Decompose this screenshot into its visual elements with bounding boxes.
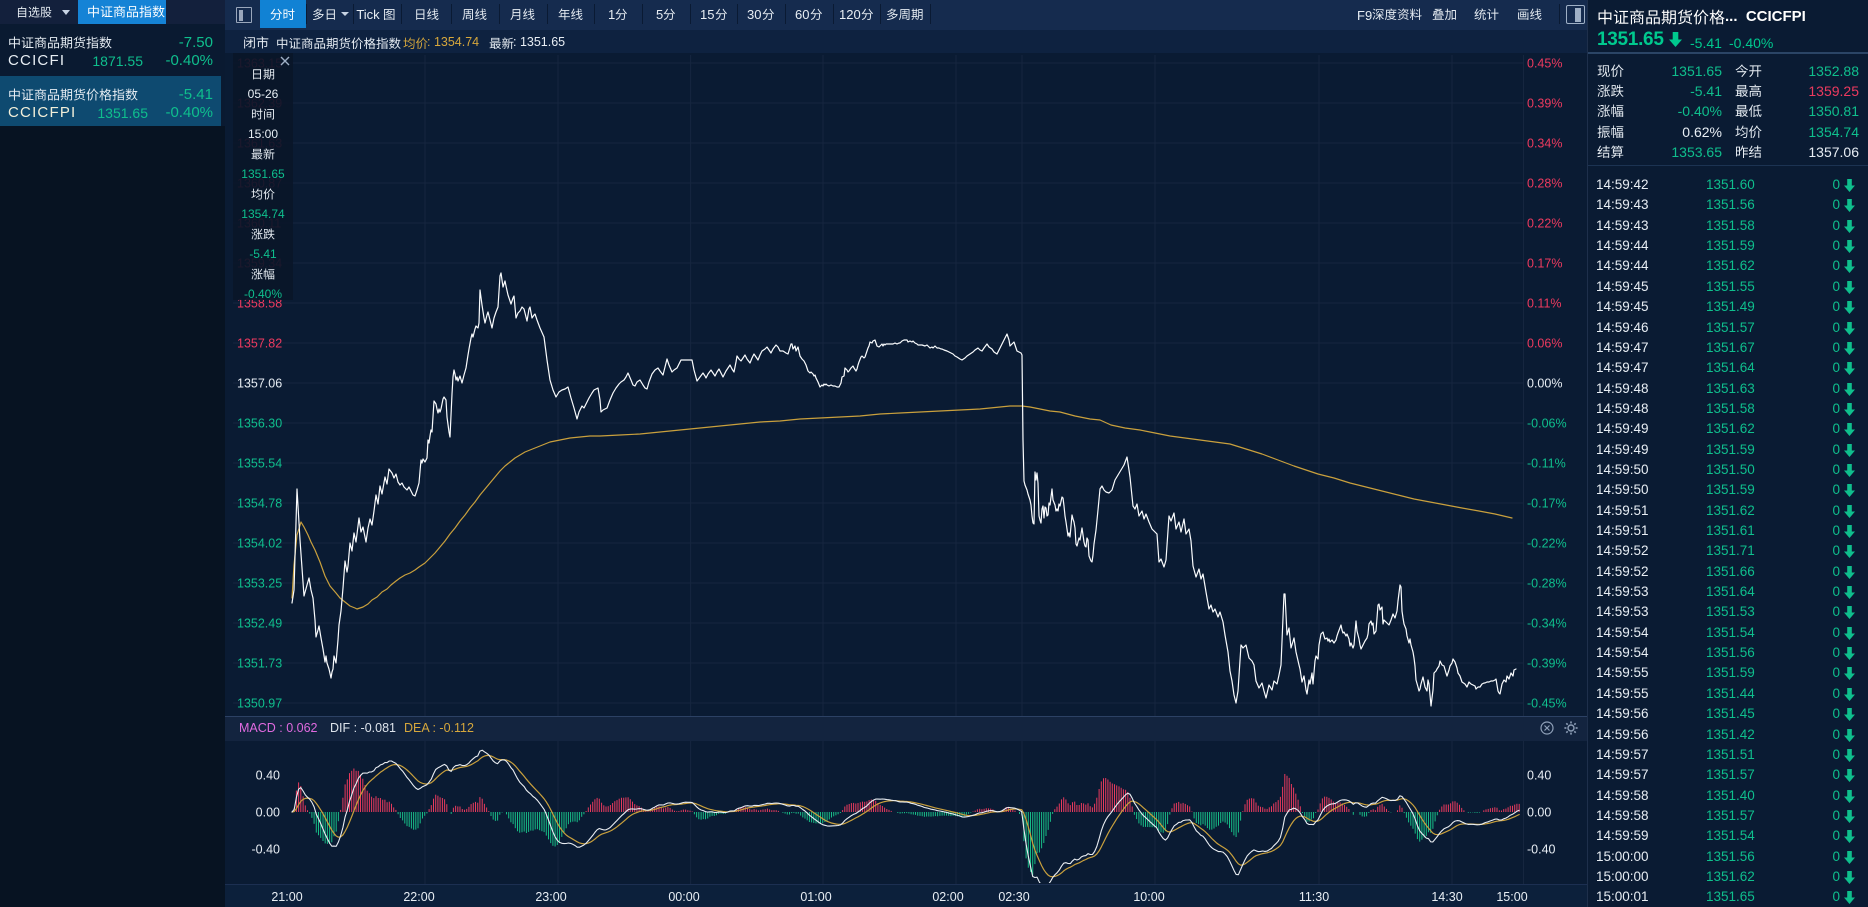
svg-text:-0.06%: -0.06% <box>1527 417 1567 431</box>
svg-text:1351.73: 1351.73 <box>237 657 282 671</box>
svg-text:00:00: 00:00 <box>668 890 699 904</box>
svg-text:-0.34%: -0.34% <box>1527 617 1567 631</box>
svg-text:22:00: 22:00 <box>403 890 434 904</box>
svg-text:-0.28%: -0.28% <box>1527 577 1567 591</box>
svg-text:0.28%: 0.28% <box>1527 177 1562 191</box>
svg-text:1357.06: 1357.06 <box>237 377 282 391</box>
svg-text:1357.82: 1357.82 <box>237 337 282 351</box>
svg-text:0.40: 0.40 <box>256 769 280 783</box>
svg-text:23:00: 23:00 <box>535 890 566 904</box>
svg-text:11:30: 11:30 <box>1299 890 1329 904</box>
svg-text:1352.49: 1352.49 <box>237 617 282 631</box>
svg-text:0.40: 0.40 <box>1527 769 1551 783</box>
svg-text:14:30: 14:30 <box>1431 890 1462 904</box>
svg-text:1353.25: 1353.25 <box>237 577 282 591</box>
svg-text:15:00: 15:00 <box>1496 890 1527 904</box>
svg-text:01:00: 01:00 <box>800 890 831 904</box>
svg-text:0.11%: 0.11% <box>1527 297 1562 311</box>
svg-text:-0.40: -0.40 <box>1527 843 1556 857</box>
svg-text:-0.22%: -0.22% <box>1527 537 1567 551</box>
svg-text:1358.58: 1358.58 <box>237 297 282 311</box>
svg-text:0.39%: 0.39% <box>1527 97 1562 111</box>
svg-text:0.00: 0.00 <box>256 806 280 820</box>
svg-text:0.45%: 0.45% <box>1527 57 1562 71</box>
svg-text:-0.11%: -0.11% <box>1527 457 1566 471</box>
svg-text:1355.54: 1355.54 <box>237 457 282 471</box>
svg-text:0.17%: 0.17% <box>1527 257 1562 271</box>
svg-text:-0.45%: -0.45% <box>1527 697 1567 711</box>
svg-text:0.22%: 0.22% <box>1527 217 1562 231</box>
svg-text:-0.40: -0.40 <box>252 843 281 857</box>
svg-text:10:00: 10:00 <box>1133 890 1164 904</box>
svg-text:0.00%: 0.00% <box>1527 377 1562 391</box>
svg-text:0.06%: 0.06% <box>1527 337 1562 351</box>
svg-text:0.34%: 0.34% <box>1527 137 1562 151</box>
svg-text:02:00: 02:00 <box>932 890 963 904</box>
svg-text:-0.17%: -0.17% <box>1527 497 1567 511</box>
svg-text:1354.02: 1354.02 <box>237 537 282 551</box>
svg-text:1350.97: 1350.97 <box>237 697 282 711</box>
svg-text:1354.78: 1354.78 <box>237 497 282 511</box>
svg-text:-0.39%: -0.39% <box>1527 657 1567 671</box>
svg-text:02:30: 02:30 <box>998 890 1029 904</box>
svg-text:21:00: 21:00 <box>271 890 302 904</box>
svg-text:1356.30: 1356.30 <box>237 417 282 431</box>
svg-text:0.00: 0.00 <box>1527 806 1551 820</box>
